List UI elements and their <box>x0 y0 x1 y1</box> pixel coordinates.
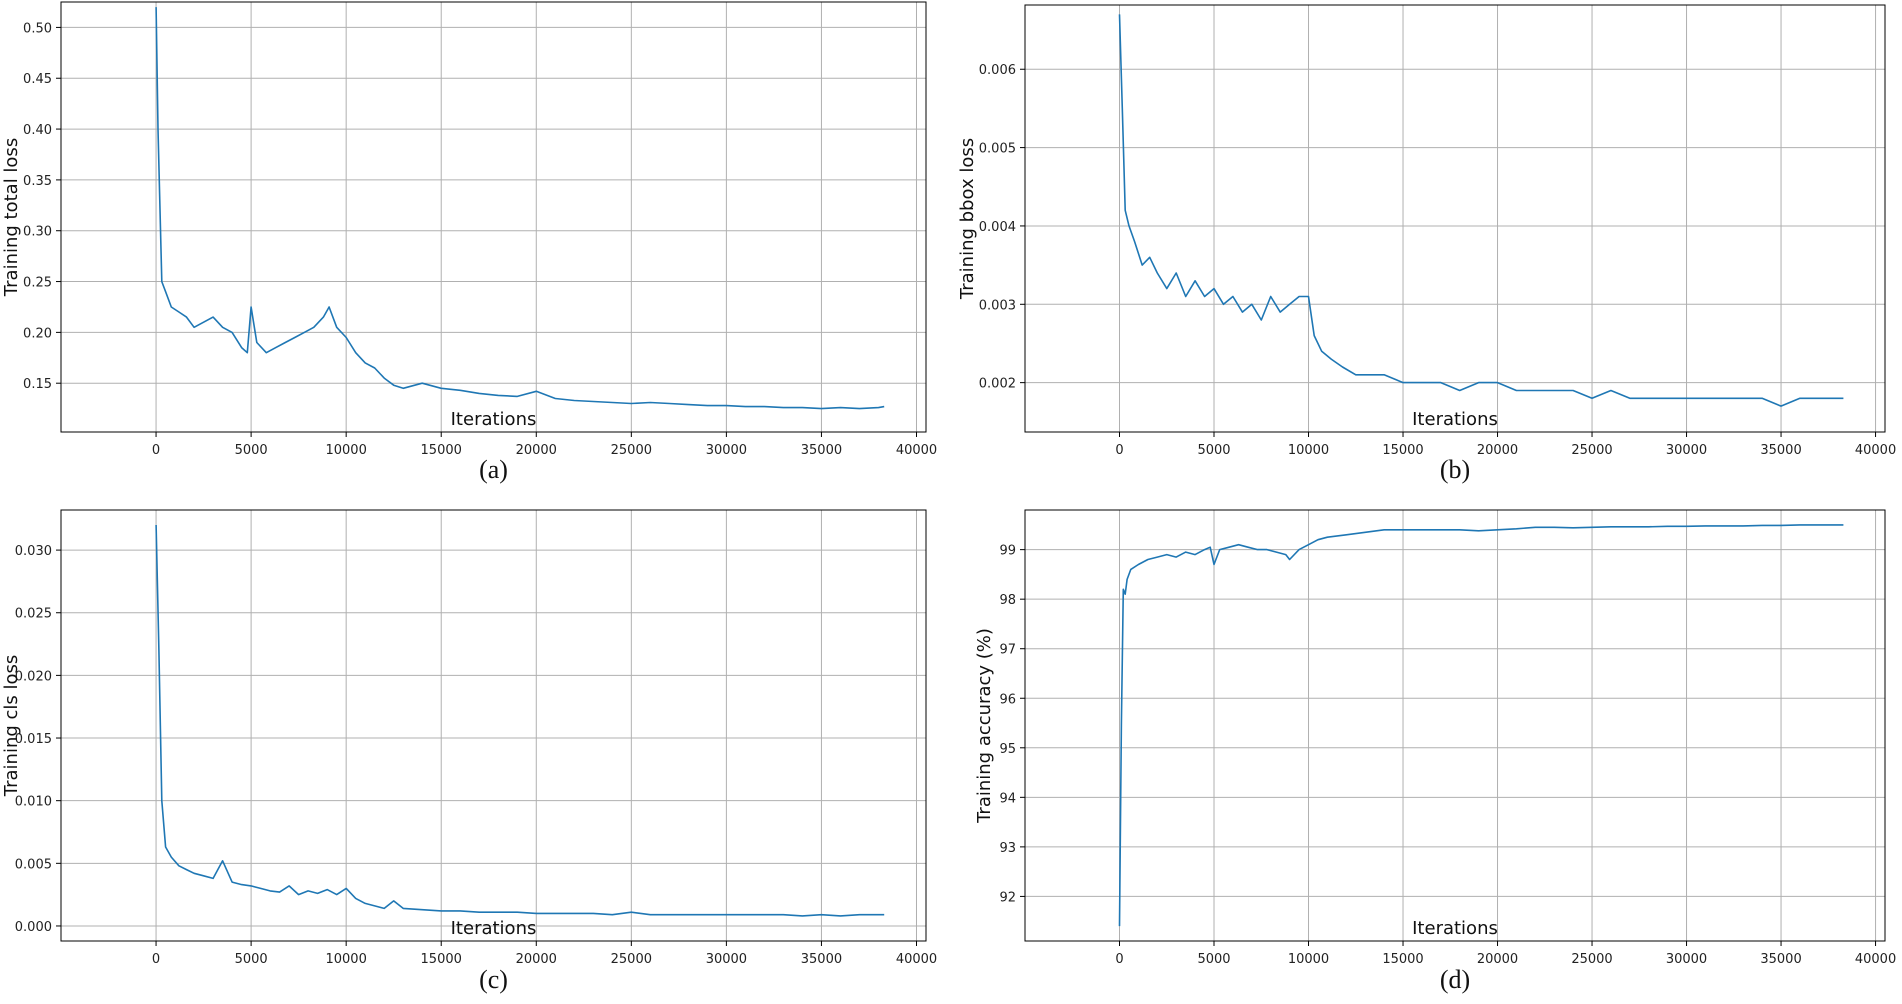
y-tick-label: 0.004 <box>979 220 1016 235</box>
plot-frame <box>60 509 927 942</box>
x-tick-label: 15000 <box>1382 443 1423 458</box>
x-tick-label: 0 <box>152 952 160 967</box>
y-tick-label: 0.30 <box>23 225 52 240</box>
y-tick-label: 0.010 <box>15 795 52 810</box>
series-line-d <box>1118 524 1844 927</box>
x-tick-label: 40000 <box>1855 952 1896 967</box>
x-tick-label: 30000 <box>1666 952 1707 967</box>
panel-caption: (c) <box>479 965 508 994</box>
y-axis-title: Training bbox loss <box>957 138 978 300</box>
y-tick-label: 0.025 <box>15 607 52 622</box>
x-tick-label: 15000 <box>421 443 462 458</box>
x-tick-label: 35000 <box>801 952 842 967</box>
x-tick-label: 35000 <box>801 443 842 458</box>
y-tick-label: 98 <box>999 593 1016 608</box>
panel-b: 0 5000 10000 15000 20000 25000 30000 35000 40000… <box>957 4 1896 484</box>
y-tick-label: 0.15 <box>23 377 52 392</box>
panel-caption: (b) <box>1440 455 1470 484</box>
y-tick-label: 0.45 <box>23 72 52 87</box>
x-tick-label: 25000 <box>1571 952 1612 967</box>
y-tick-label: 92 <box>999 890 1016 905</box>
x-tick-label: 20000 <box>516 952 557 967</box>
y-axis-title: Training cls loss <box>1 655 22 798</box>
y-tick-label: 0.015 <box>15 732 52 747</box>
y-tick-label: 0.25 <box>23 276 52 291</box>
x-axis-title: Iterations <box>451 918 537 939</box>
plot-frame <box>60 1 927 433</box>
x-tick-label: 40000 <box>896 952 937 967</box>
panel-a: 0 5000 10000 15000 20000 25000 30000 35000 40000… <box>1 1 937 484</box>
x-tick-label: 5000 <box>235 952 268 967</box>
x-tick-label: 10000 <box>1288 952 1329 967</box>
x-tick-label: 25000 <box>1571 443 1612 458</box>
x-tick-label: 30000 <box>706 952 747 967</box>
x-tick-label: 10000 <box>325 952 366 967</box>
x-tick-label: 25000 <box>611 443 652 458</box>
panel-caption: (d) <box>1440 965 1470 994</box>
x-axis-title: Iterations <box>451 409 537 430</box>
x-axis-title: Iterations <box>1412 409 1498 430</box>
x-tick-label: 40000 <box>896 443 937 458</box>
x-tick-label: 20000 <box>1477 952 1518 967</box>
y-tick-label: 93 <box>999 841 1016 856</box>
x-tick-label: 30000 <box>706 443 747 458</box>
panel-c: 0 5000 10000 15000 20000 25000 30000 35000 40000… <box>1 509 937 994</box>
panel-d: 0 5000 10000 15000 20000 25000 30000 35000 40000… <box>974 509 1896 994</box>
x-tick-label: 15000 <box>421 952 462 967</box>
x-tick-label: 0 <box>1115 443 1123 458</box>
x-tick-label: 5000 <box>1197 443 1230 458</box>
y-tick-label: 99 <box>999 544 1016 559</box>
y-tick-label: 0.005 <box>15 857 52 872</box>
y-tick-label: 0.005 <box>979 142 1016 157</box>
x-tick-label: 10000 <box>325 443 366 458</box>
y-tick-label: 0.006 <box>979 63 1016 78</box>
x-tick-label: 0 <box>1115 952 1123 967</box>
x-tick-label: 35000 <box>1760 443 1801 458</box>
y-tick-label: 0.030 <box>15 544 52 559</box>
x-tick-label: 5000 <box>1197 952 1230 967</box>
plot-frame <box>1024 4 1886 433</box>
y-tick-label: 95 <box>999 742 1016 757</box>
x-tick-label: 5000 <box>235 443 268 458</box>
y-tick-label: 97 <box>999 643 1016 658</box>
y-tick-label: 0.40 <box>23 123 52 138</box>
y-axis-title: Training total loss <box>1 138 22 297</box>
x-tick-label: 25000 <box>611 952 652 967</box>
x-tick-label: 20000 <box>516 443 557 458</box>
x-tick-label: 35000 <box>1760 952 1801 967</box>
x-tick-label: 20000 <box>1477 443 1518 458</box>
x-tick-label: 30000 <box>1666 443 1707 458</box>
y-tick-label: 0.35 <box>23 174 52 189</box>
plot-frame <box>1024 509 1886 942</box>
x-tick-label: 10000 <box>1288 443 1329 458</box>
y-tick-label: 0.50 <box>23 21 52 36</box>
x-tick-label: 40000 <box>1855 443 1896 458</box>
y-tick-label: 0.020 <box>15 669 52 684</box>
panel-caption: (a) <box>479 455 508 484</box>
x-tick-label: 0 <box>152 443 160 458</box>
y-tick-label: 0.002 <box>979 377 1016 392</box>
y-axis-title: Training accuracy (%) <box>974 628 995 824</box>
y-tick-label: 0.000 <box>15 920 52 935</box>
x-tick-label: 15000 <box>1382 952 1423 967</box>
x-axis-title: Iterations <box>1412 918 1498 939</box>
y-tick-label: 0.003 <box>979 298 1016 313</box>
y-tick-label: 96 <box>999 692 1016 707</box>
y-tick-label: 94 <box>999 791 1016 806</box>
series-line-c <box>155 524 885 917</box>
series-line-b <box>1118 14 1844 407</box>
series-line-a <box>155 7 885 410</box>
y-tick-label: 0.20 <box>23 326 52 341</box>
